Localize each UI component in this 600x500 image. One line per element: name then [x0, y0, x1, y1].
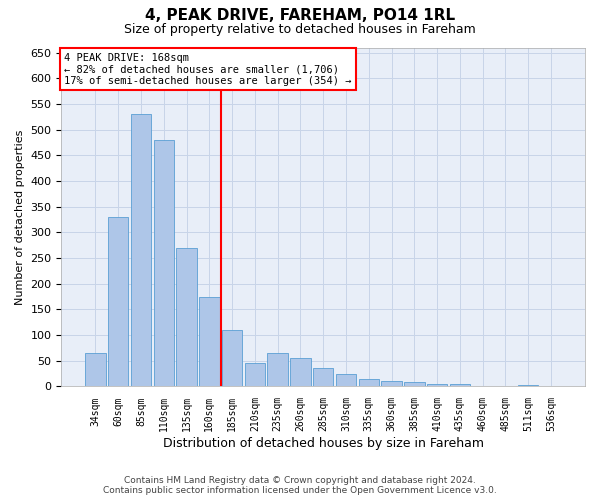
Bar: [449, 384, 470, 386]
Bar: [381, 382, 402, 386]
Bar: [336, 374, 356, 386]
Bar: [404, 382, 425, 386]
Y-axis label: Number of detached properties: Number of detached properties: [15, 130, 25, 304]
Text: Contains HM Land Registry data © Crown copyright and database right 2024.
Contai: Contains HM Land Registry data © Crown c…: [103, 476, 497, 495]
Bar: [85, 353, 106, 386]
Bar: [427, 384, 448, 386]
Bar: [245, 364, 265, 386]
Bar: [268, 353, 288, 386]
X-axis label: Distribution of detached houses by size in Fareham: Distribution of detached houses by size …: [163, 437, 484, 450]
Bar: [313, 368, 334, 386]
Bar: [222, 330, 242, 386]
Bar: [131, 114, 151, 386]
Text: 4, PEAK DRIVE, FAREHAM, PO14 1RL: 4, PEAK DRIVE, FAREHAM, PO14 1RL: [145, 8, 455, 22]
Text: Size of property relative to detached houses in Fareham: Size of property relative to detached ho…: [124, 22, 476, 36]
Bar: [176, 248, 197, 386]
Bar: [108, 217, 128, 386]
Text: 4 PEAK DRIVE: 168sqm
← 82% of detached houses are smaller (1,706)
17% of semi-de: 4 PEAK DRIVE: 168sqm ← 82% of detached h…: [64, 52, 352, 86]
Bar: [154, 140, 174, 386]
Bar: [359, 379, 379, 386]
Bar: [290, 358, 311, 386]
Bar: [199, 296, 220, 386]
